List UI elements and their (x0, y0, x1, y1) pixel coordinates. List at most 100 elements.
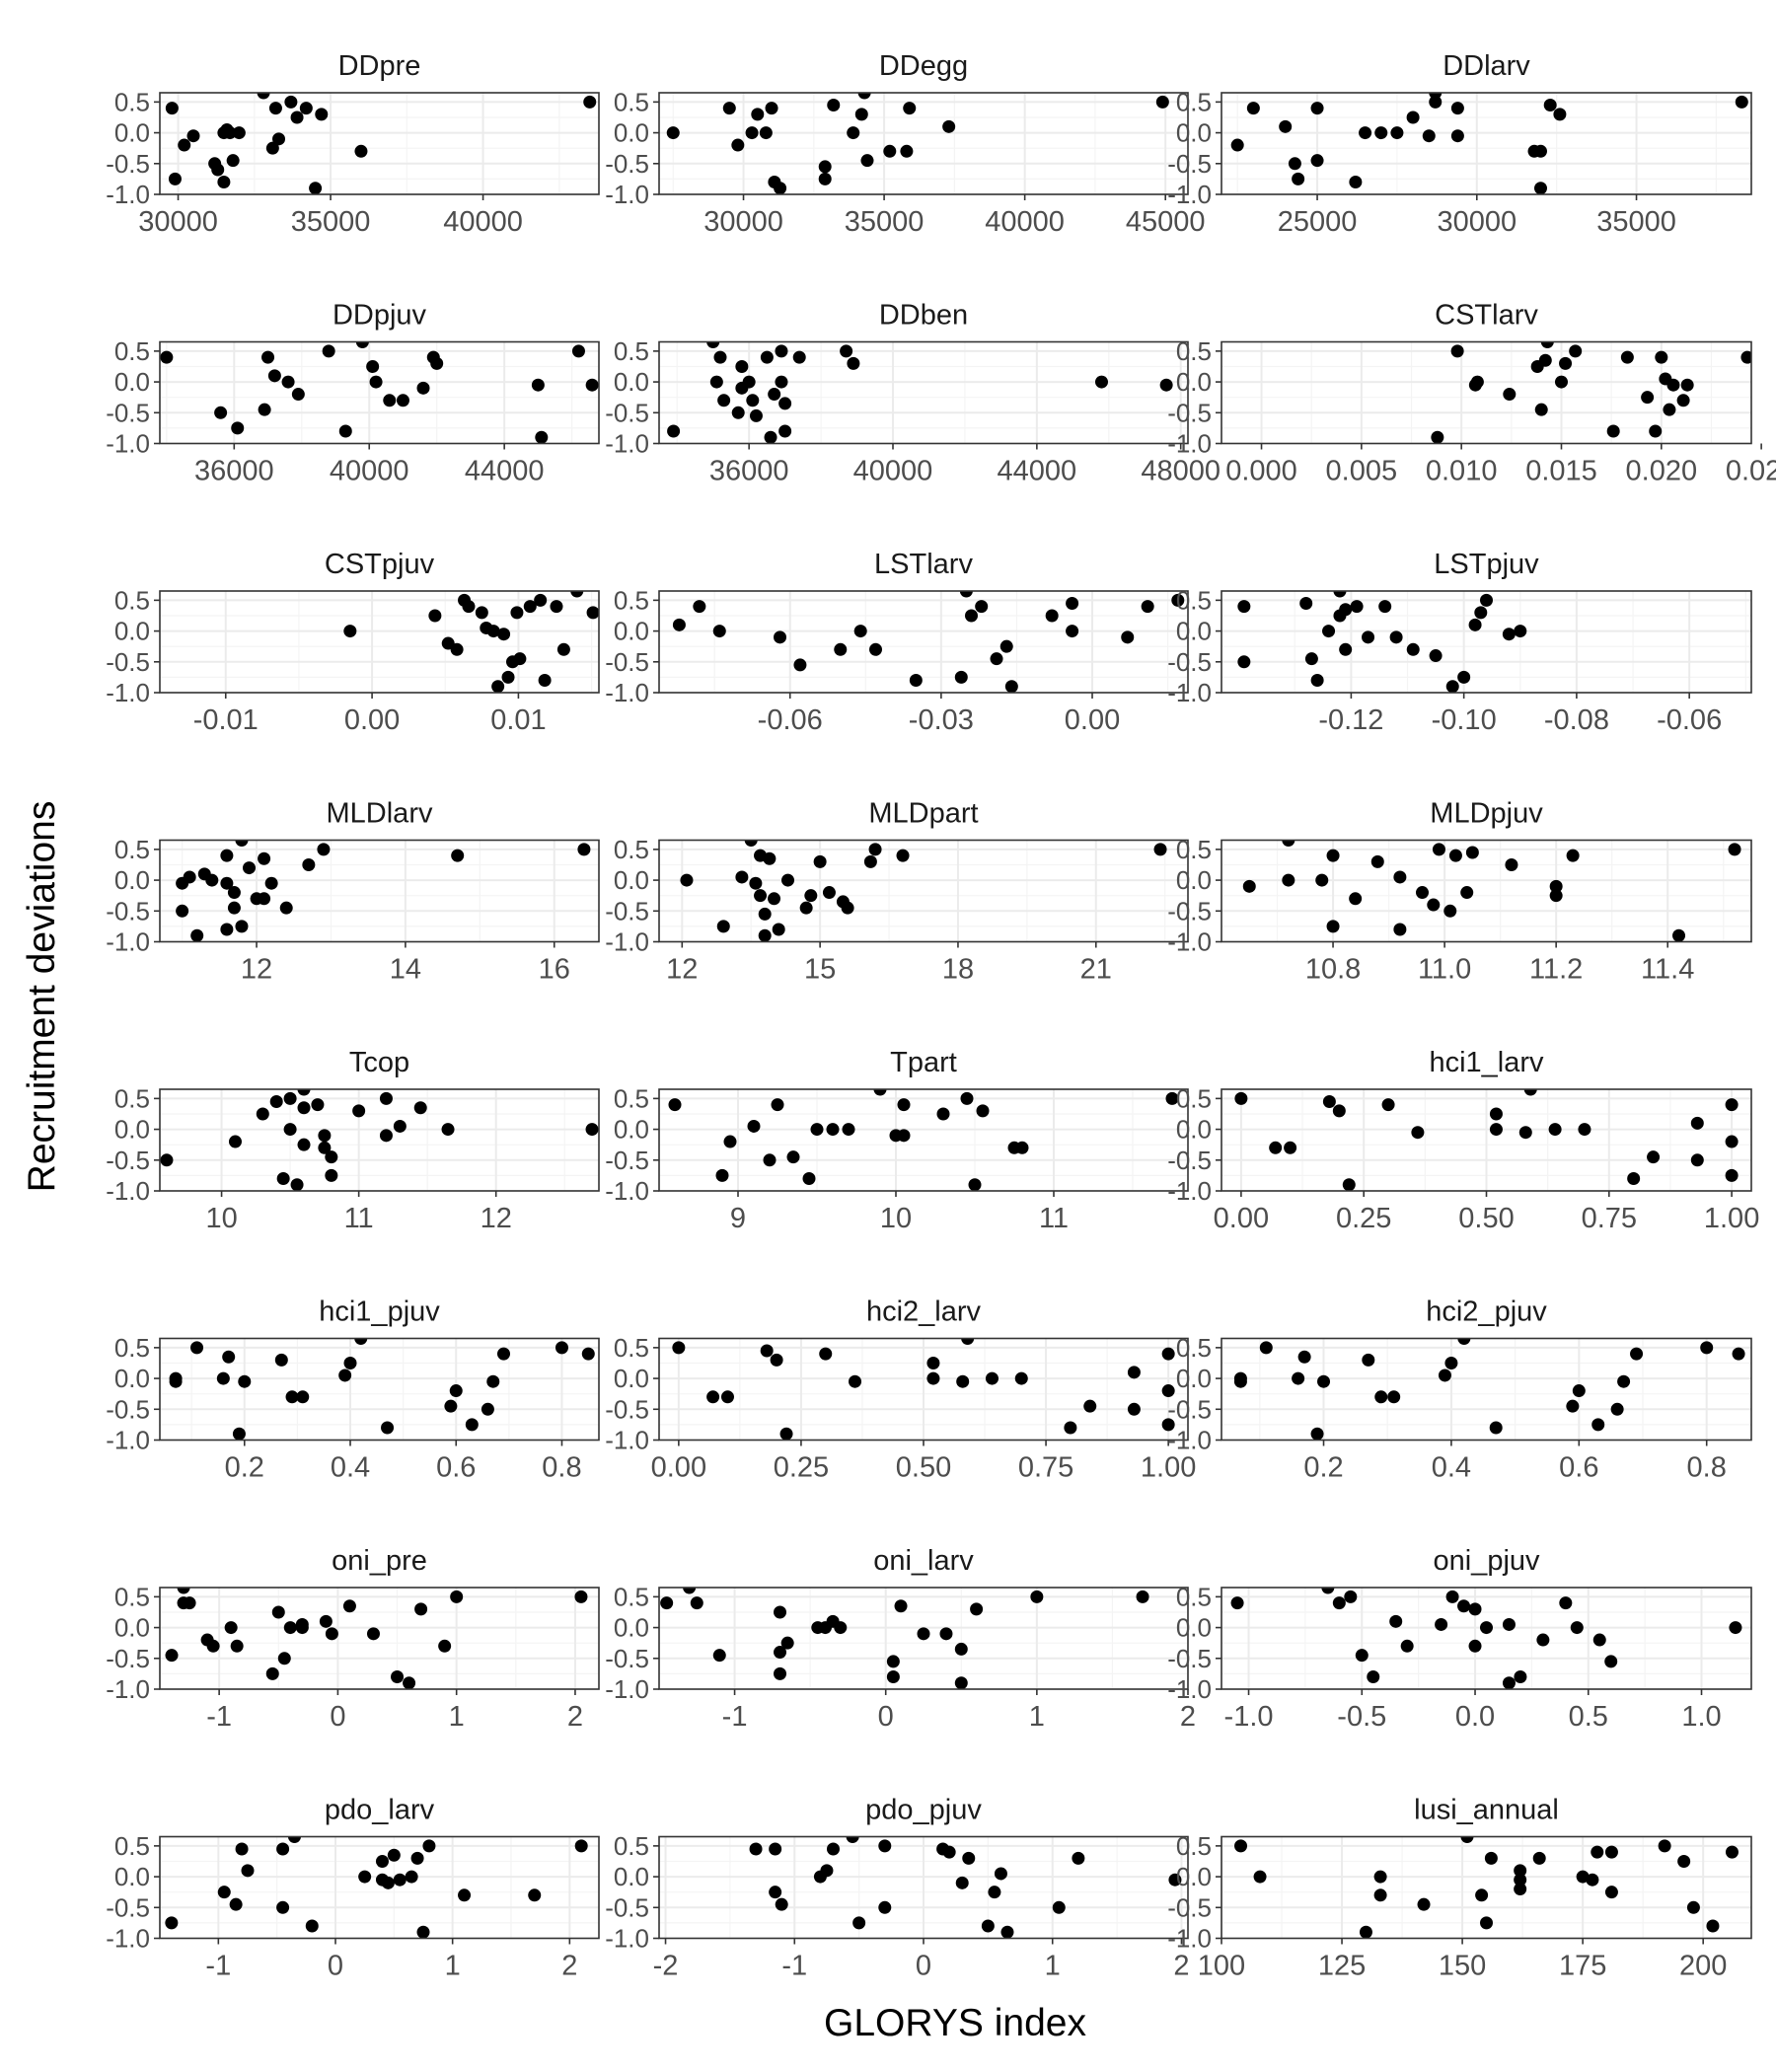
data-point (1370, 854, 1384, 868)
data-point (1533, 182, 1547, 194)
data-point (586, 606, 599, 620)
data-point (410, 1851, 424, 1865)
data-point (860, 154, 874, 168)
data-point (441, 1123, 455, 1137)
panel-title: lusi_annual (1414, 1795, 1559, 1826)
x-tick-label: 0.015 (1525, 456, 1597, 487)
data-point (847, 126, 860, 140)
grid-lines (659, 1836, 1188, 1939)
y-tick-label: -0.5 (106, 398, 150, 427)
data-point (712, 625, 726, 638)
panel-border (658, 340, 1189, 445)
grid-lines (160, 1338, 599, 1441)
data-point (961, 1338, 975, 1345)
y-tick-label: 0.0 (114, 1115, 150, 1145)
data-point (768, 388, 781, 402)
data-point (959, 591, 973, 598)
data-point (954, 1642, 968, 1656)
data-point (496, 1347, 510, 1361)
data-point (574, 1590, 588, 1603)
data-point (1326, 920, 1340, 933)
data-point (261, 350, 275, 364)
x-tick-label: -0.06 (1657, 704, 1722, 736)
data-point (1374, 126, 1388, 140)
data-point (1161, 1384, 1175, 1398)
panel-border (658, 92, 1189, 195)
data-point (990, 652, 1003, 666)
data-point (1014, 1371, 1028, 1385)
y-tick-label: -1.0 (106, 1176, 150, 1206)
data-point (1663, 403, 1676, 416)
x-tick-label: 16 (539, 954, 570, 986)
data-point (491, 680, 505, 693)
data-point (1606, 424, 1620, 438)
data-point (186, 129, 200, 143)
panel-title: hci2_pjuv (1426, 1296, 1547, 1328)
data-point (1554, 375, 1568, 389)
data-point (513, 652, 527, 666)
data-point (585, 1123, 599, 1137)
panel-title: MLDpart (868, 798, 978, 830)
data-point (802, 1172, 816, 1186)
data-point (720, 1390, 734, 1404)
data-point (393, 1119, 407, 1133)
data-point (570, 591, 584, 598)
data-point (1161, 1347, 1175, 1361)
data-point (1460, 886, 1474, 900)
data-point (1700, 1341, 1714, 1355)
y-tick-label: 0.0 (614, 367, 649, 397)
data-point (1378, 600, 1392, 614)
data-point (1706, 1919, 1720, 1933)
y-tick-label: 0.0 (1176, 1115, 1212, 1145)
data-point (1540, 341, 1554, 348)
x-tick-label: 48000 (1141, 456, 1221, 487)
data-point (722, 102, 736, 115)
panel-border (1221, 1337, 1752, 1442)
data-point (1282, 840, 1295, 847)
data-point (1417, 1897, 1431, 1911)
y-tick-label: -0.5 (1167, 398, 1212, 427)
panel-border (159, 839, 600, 943)
data-point (317, 843, 331, 856)
x-tick-label: 0.2 (225, 1452, 264, 1484)
data-point (1569, 344, 1583, 358)
data-point (322, 344, 335, 358)
data-point (1514, 1883, 1527, 1896)
data-point (265, 141, 279, 155)
data-point (165, 102, 179, 115)
data-point (1072, 1851, 1085, 1865)
data-point (1374, 1390, 1388, 1404)
data-point (229, 1897, 243, 1911)
data-point (1559, 1596, 1573, 1610)
data-point (1279, 119, 1293, 133)
facet-panel: LSTlarv 0.50.0-0.5-1.0 -0.06 -0.03 0.00 (605, 549, 1189, 736)
data-point (693, 600, 706, 614)
data-point (1690, 1153, 1704, 1167)
x-tick-label: 18 (942, 954, 974, 986)
data-point (534, 593, 548, 607)
data-point (241, 1864, 255, 1878)
y-tick-label: 0.5 (1176, 1333, 1212, 1363)
data-point (1310, 674, 1324, 688)
x-tick-label: 0.0 (1455, 1701, 1495, 1733)
data-point (1475, 1888, 1489, 1902)
y-tick-label: -1.0 (605, 1426, 649, 1455)
data-point (1740, 350, 1751, 364)
data-point (819, 1347, 833, 1361)
data-point (1725, 1098, 1739, 1112)
grid-lines (659, 840, 1188, 942)
data-point (1230, 1596, 1244, 1610)
data-point (970, 1602, 984, 1616)
x-tick-label: 0.25 (1336, 1203, 1391, 1234)
data-point (297, 1138, 311, 1151)
data-point (279, 901, 293, 915)
y-tick-label: 0.0 (114, 367, 150, 397)
data-point (272, 132, 286, 146)
panel-title: Tcop (349, 1047, 409, 1078)
data-point (1282, 873, 1295, 887)
x-tick-label: -0.06 (758, 704, 823, 736)
data-point (769, 1886, 782, 1899)
data-point (1445, 1590, 1459, 1603)
y-tick-label: -1.0 (1167, 1674, 1212, 1704)
panel-title: DDben (879, 300, 968, 332)
